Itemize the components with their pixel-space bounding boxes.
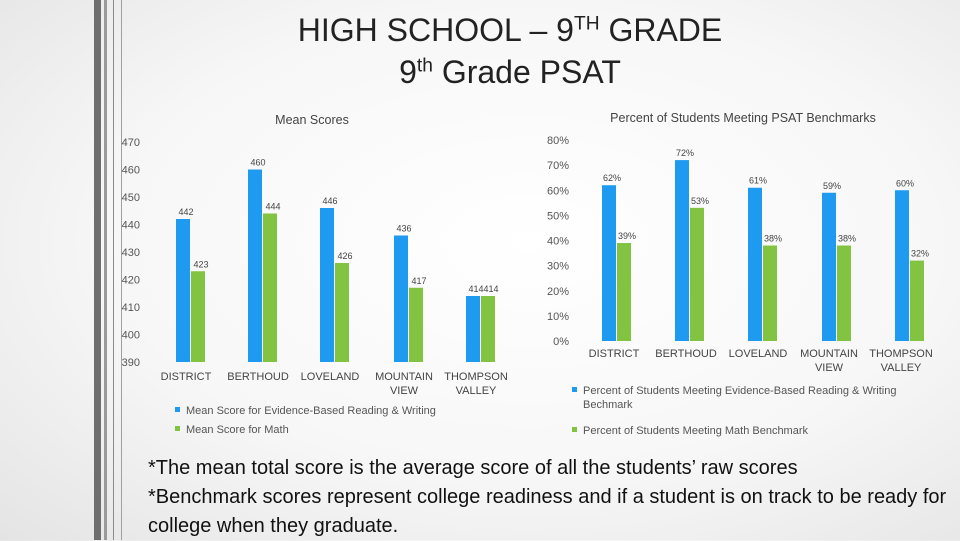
y-tick-label: 390: [122, 357, 140, 369]
data-label: 414: [483, 284, 498, 294]
category-label: THOMPSON: [444, 371, 508, 383]
y-tick-label: 60%: [547, 185, 569, 197]
y-tick-label: 440: [122, 220, 140, 232]
legend-swatch: [175, 426, 180, 431]
data-label: 436: [396, 224, 411, 234]
category-label: VALLEY: [881, 362, 922, 374]
decorative-stripe: [113, 0, 114, 540]
y-tick-label: 50%: [547, 210, 569, 222]
bar: [466, 296, 480, 362]
category-label: DISTRICT: [589, 348, 640, 360]
data-label: 444: [265, 202, 280, 212]
bar: [335, 263, 349, 362]
data-label: 442: [178, 207, 193, 217]
category-label: DISTRICT: [161, 371, 212, 383]
bar: [602, 185, 616, 341]
slide-subtitle: 9th Grade PSAT: [0, 54, 960, 91]
data-label: 61%: [749, 176, 767, 186]
category-label: VIEW: [815, 362, 844, 374]
category-label: MOUNTAIN: [375, 371, 433, 383]
chart-title: Mean Scores: [275, 113, 349, 127]
bar: [837, 245, 851, 341]
slide-title: HIGH SCHOOL – 9TH GRADE: [0, 12, 960, 49]
bar: [409, 287, 423, 362]
category-label: THOMPSON: [869, 348, 933, 360]
category-label: MOUNTAIN: [800, 348, 858, 360]
subtitle-text: Grade PSAT: [432, 54, 621, 90]
y-tick-label: 470: [122, 137, 140, 149]
data-label: 426: [337, 251, 352, 261]
legend-swatch: [572, 387, 577, 392]
data-label: 72%: [676, 148, 694, 158]
data-label: 60%: [896, 178, 914, 188]
data-label: 62%: [603, 173, 621, 183]
data-label: 417: [411, 276, 426, 286]
chart-title: Percent of Students Meeting PSAT Benchma…: [610, 111, 876, 125]
category-label: VALLEY: [456, 385, 497, 397]
data-label: 38%: [838, 234, 856, 244]
legend-swatch: [175, 407, 180, 412]
y-tick-label: 30%: [547, 261, 569, 273]
data-label: 59%: [823, 181, 841, 191]
decorative-stripe: [94, 0, 101, 540]
category-label: LOVELAND: [301, 371, 360, 383]
footnote-mean-score: *The mean total score is the average sco…: [148, 457, 798, 479]
title-text: HIGH SCHOOL – 9: [297, 12, 574, 48]
legend-label: Percent of Students Meeting Evidence-Bas…: [583, 385, 896, 397]
y-tick-label: 400: [122, 330, 140, 342]
legend-label: Mean Score for Evidence-Based Reading & …: [186, 405, 436, 417]
y-tick-label: 10%: [547, 311, 569, 323]
subtitle-text: 9: [399, 54, 417, 90]
decorative-stripe: [121, 0, 122, 540]
legend-label: Mean Score for Math: [186, 424, 289, 436]
y-tick-label: 460: [122, 165, 140, 177]
data-label: 53%: [691, 196, 709, 206]
bar: [822, 192, 836, 341]
bar: [763, 245, 777, 341]
footnote-benchmark: *Benchmark scores represent college read…: [148, 486, 947, 537]
legend-swatch: [572, 427, 577, 432]
category-label: BERTHOUD: [655, 348, 717, 360]
y-tick-label: 0%: [553, 336, 569, 348]
subtitle-superscript: th: [416, 55, 433, 77]
bar: [191, 271, 205, 362]
decorative-stripe: [104, 0, 107, 540]
y-tick-label: 430: [122, 247, 140, 259]
bar: [248, 169, 262, 362]
legend-label: Bechmark: [583, 399, 633, 411]
bar: [481, 296, 495, 362]
bar: [176, 219, 190, 362]
data-label: 39%: [618, 231, 636, 241]
y-tick-label: 40%: [547, 236, 569, 248]
data-label: 460: [250, 158, 265, 168]
bar: [263, 213, 277, 362]
y-tick-label: 450: [122, 192, 140, 204]
bar: [910, 260, 924, 341]
data-label: 32%: [911, 249, 929, 259]
bar: [675, 160, 689, 341]
y-tick-label: 70%: [547, 160, 569, 172]
bar: [690, 207, 704, 341]
bar: [617, 243, 631, 341]
y-tick-label: 420: [122, 275, 140, 287]
data-label: 423: [193, 259, 208, 269]
bar: [320, 208, 334, 362]
bar: [895, 190, 909, 341]
legend-label: Percent of Students Meeting Math Benchma…: [583, 425, 809, 437]
category-label: BERTHOUD: [227, 371, 289, 383]
data-label: 414: [468, 284, 483, 294]
title-superscript: TH: [573, 13, 600, 35]
y-tick-label: 410: [122, 302, 140, 314]
y-tick-label: 80%: [547, 135, 569, 147]
bar: [748, 187, 762, 341]
y-tick-label: 20%: [547, 286, 569, 298]
title-text: GRADE: [599, 12, 723, 48]
data-label: 446: [322, 196, 337, 206]
category-label: VIEW: [390, 385, 419, 397]
bar: [394, 235, 408, 362]
data-label: 38%: [764, 234, 782, 244]
category-label: LOVELAND: [729, 348, 788, 360]
